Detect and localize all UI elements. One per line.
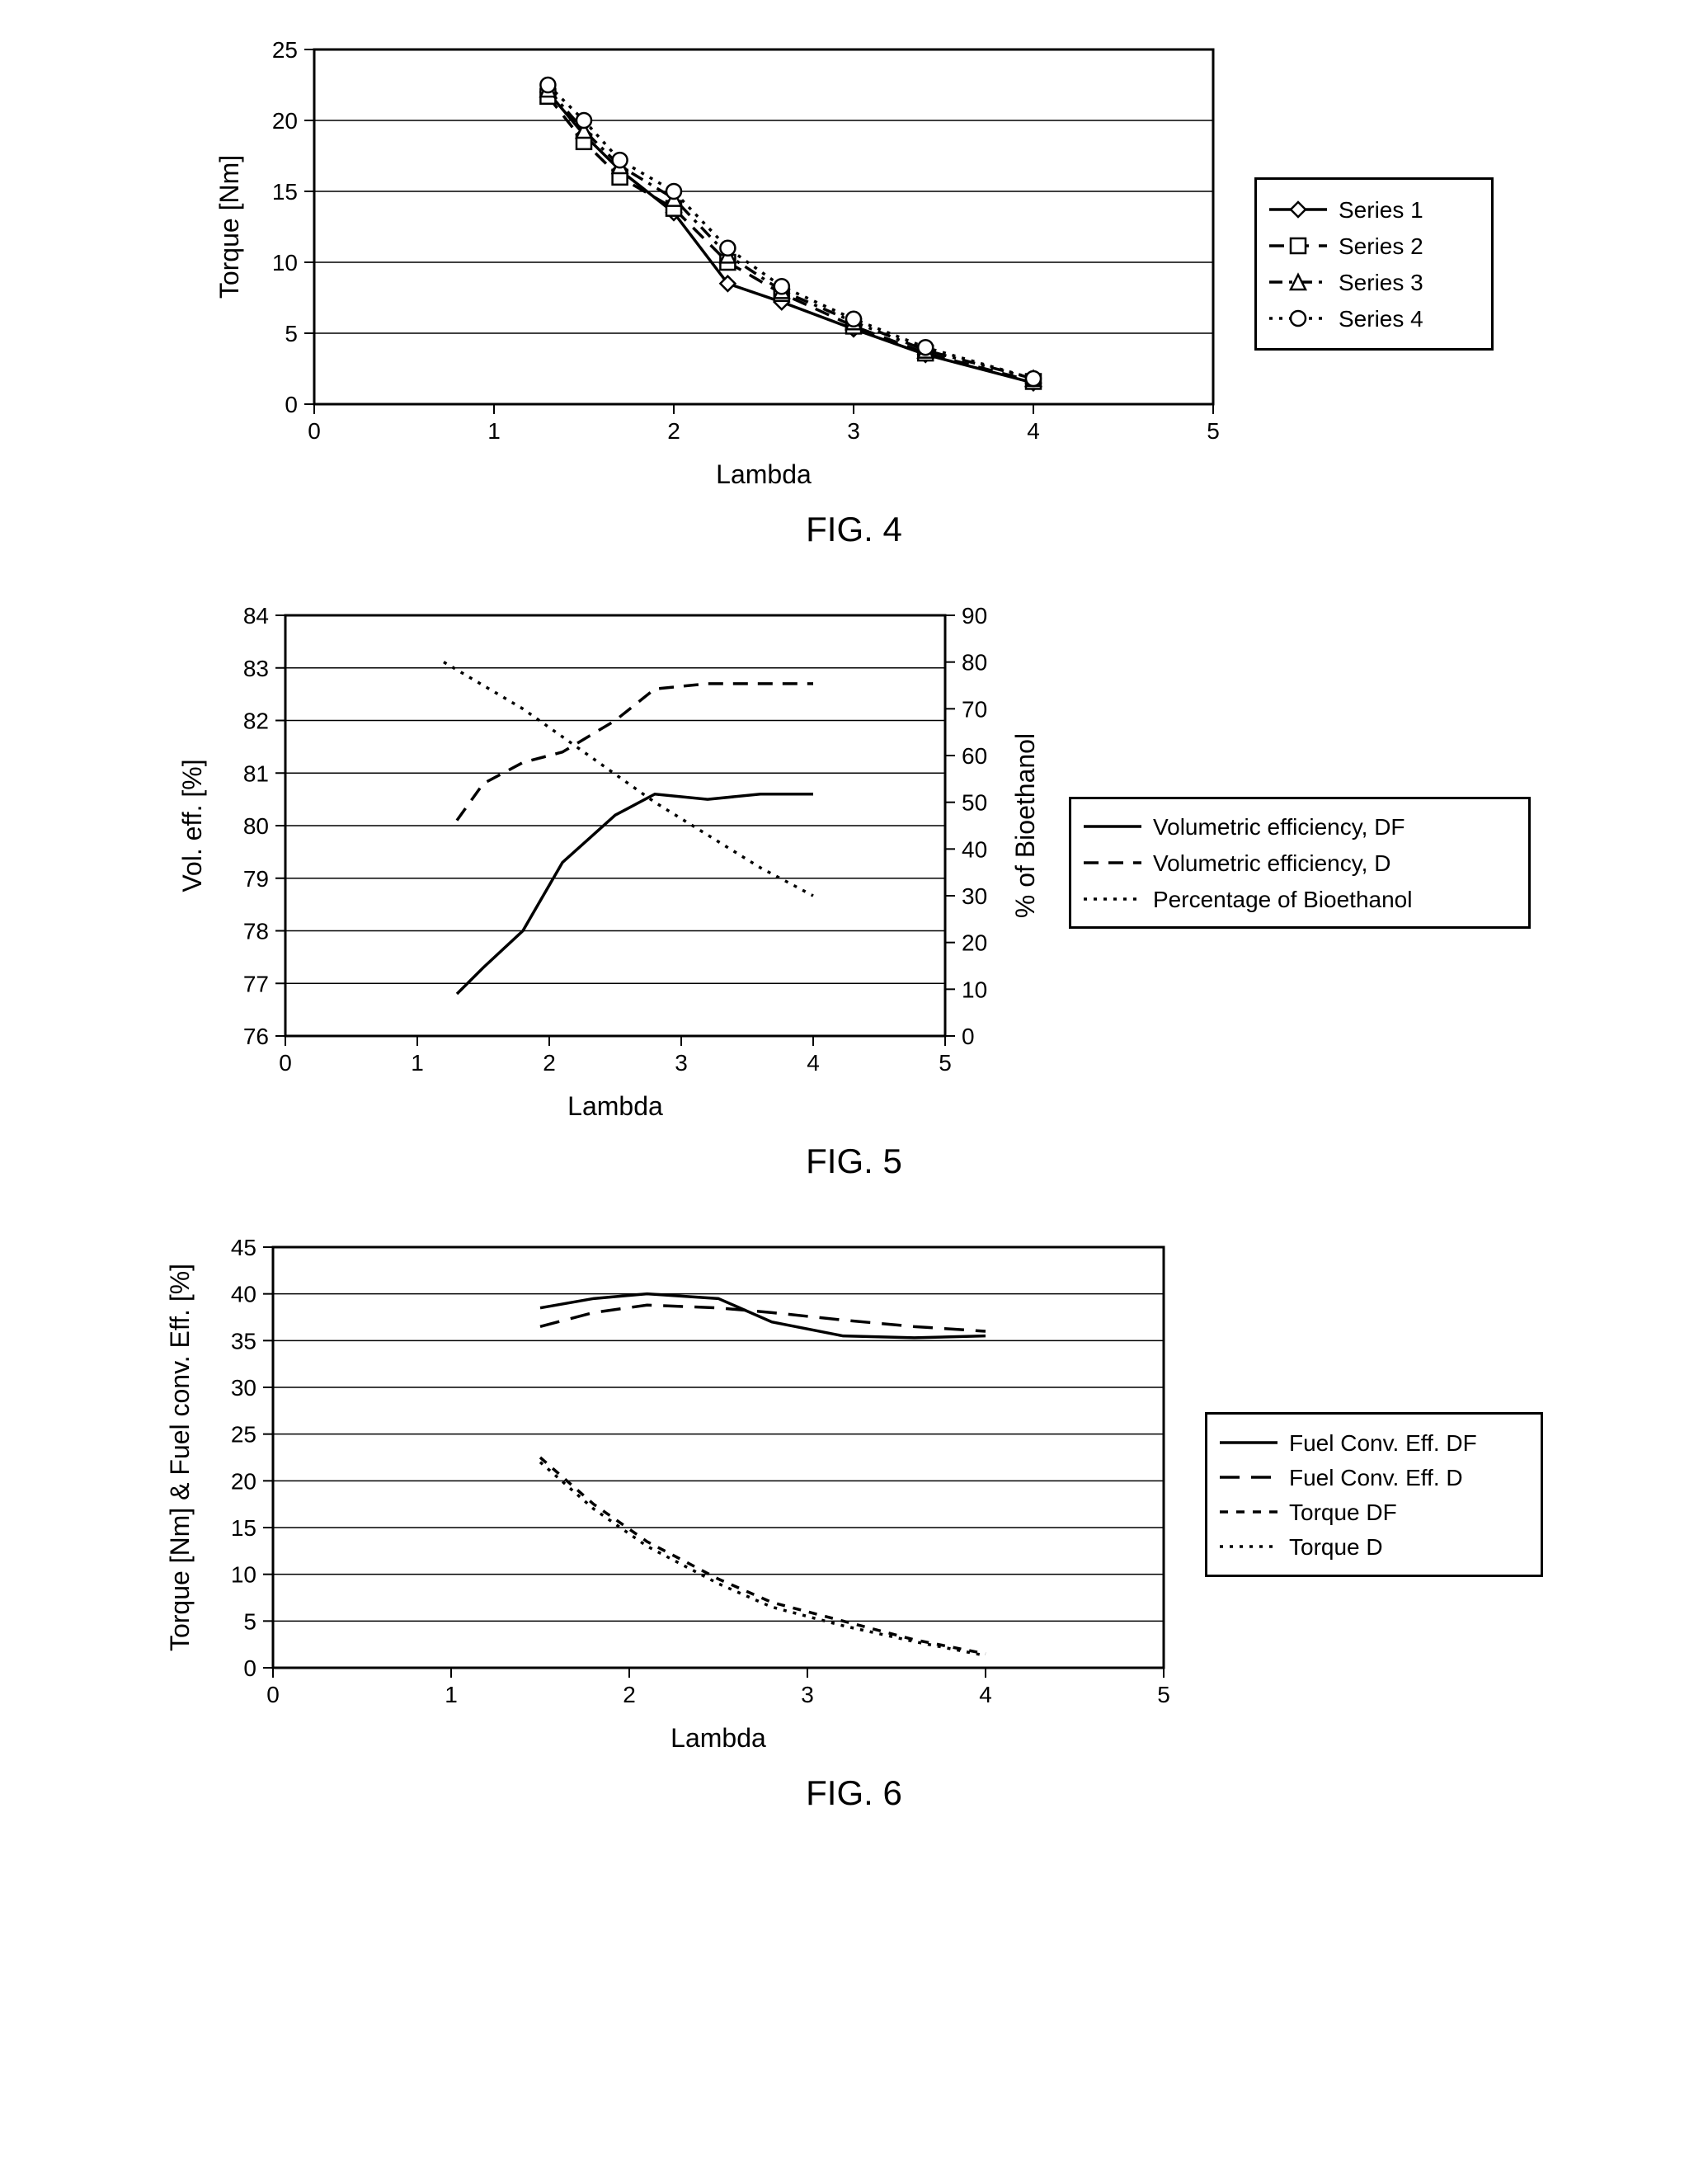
svg-text:30: 30 <box>230 1375 256 1401</box>
svg-text:50: 50 <box>962 790 987 816</box>
svg-text:Lambda: Lambda <box>716 459 812 489</box>
svg-text:25: 25 <box>230 1422 256 1448</box>
svg-text:25: 25 <box>271 37 297 63</box>
svg-text:Lambda: Lambda <box>670 1723 766 1753</box>
svg-text:5: 5 <box>1207 418 1220 444</box>
svg-text:3: 3 <box>847 418 860 444</box>
fig6-caption: FIG. 6 <box>806 1773 902 1813</box>
svg-text:4: 4 <box>1027 418 1040 444</box>
svg-text:45: 45 <box>230 1235 256 1260</box>
svg-text:1: 1 <box>411 1050 424 1076</box>
svg-text:90: 90 <box>962 603 987 629</box>
svg-text:79: 79 <box>242 866 268 892</box>
svg-text:1: 1 <box>487 418 501 444</box>
svg-text:Fuel Conv. Eff. DF: Fuel Conv. Eff. DF <box>1289 1430 1477 1456</box>
fig5-chart: 7677787980818283840123450102030405060708… <box>178 599 1052 1127</box>
svg-text:Percentage of Bioethanol: Percentage of Bioethanol <box>1153 887 1412 912</box>
fig5-legend: Volumetric efficiency, DF Volumetric effi… <box>1069 797 1531 929</box>
svg-text:2: 2 <box>623 1682 636 1707</box>
svg-text:5: 5 <box>285 321 298 346</box>
figure-5: 7677787980818283840123450102030405060708… <box>16 599 1692 1181</box>
svg-text:78: 78 <box>242 919 268 944</box>
svg-text:Volumetric efficiency, DF: Volumetric efficiency, DF <box>1153 814 1405 840</box>
svg-text:2: 2 <box>543 1050 556 1076</box>
svg-text:15: 15 <box>230 1515 256 1541</box>
svg-text:10: 10 <box>271 250 297 275</box>
svg-text:3: 3 <box>675 1050 688 1076</box>
svg-text:15: 15 <box>271 179 297 205</box>
svg-text:3: 3 <box>801 1682 814 1707</box>
svg-text:84: 84 <box>242 603 268 629</box>
svg-text:% of Bioethanol: % of Bioethanol <box>1010 733 1040 918</box>
svg-text:Fuel Conv. Eff. D: Fuel Conv. Eff. D <box>1289 1465 1463 1490</box>
svg-text:20: 20 <box>230 1468 256 1494</box>
svg-text:0: 0 <box>279 1050 292 1076</box>
svg-text:70: 70 <box>962 696 987 722</box>
svg-text:Series 4: Series 4 <box>1339 306 1423 332</box>
svg-text:5: 5 <box>1157 1682 1170 1707</box>
svg-text:Series 1: Series 1 <box>1339 197 1423 223</box>
svg-text:20: 20 <box>271 108 297 134</box>
svg-text:40: 40 <box>962 836 987 862</box>
fig4-caption: FIG. 4 <box>806 510 902 549</box>
svg-text:0: 0 <box>308 418 321 444</box>
svg-text:40: 40 <box>230 1282 256 1307</box>
svg-text:10: 10 <box>230 1562 256 1588</box>
fig4-legend: Series 1 Series 2 Series 3 Series 4 <box>1254 177 1494 351</box>
svg-text:81: 81 <box>242 760 268 786</box>
svg-text:76: 76 <box>242 1024 268 1049</box>
svg-text:Torque [Nm]: Torque [Nm] <box>215 155 244 299</box>
svg-text:0: 0 <box>243 1655 256 1681</box>
svg-text:1: 1 <box>445 1682 458 1707</box>
figure-6-row: 051015202530354045012345LambdaTorque [Nm… <box>166 1231 1543 1759</box>
svg-text:5: 5 <box>939 1050 952 1076</box>
svg-text:Volumetric efficiency, D: Volumetric efficiency, D <box>1153 850 1390 876</box>
svg-text:Torque DF: Torque DF <box>1289 1500 1397 1525</box>
svg-text:0: 0 <box>266 1682 280 1707</box>
svg-text:20: 20 <box>962 930 987 956</box>
svg-text:80: 80 <box>962 650 987 676</box>
svg-text:Vol. eff. [%]: Vol. eff. [%] <box>178 759 207 892</box>
fig6-legend: Fuel Conv. Eff. DF Fuel Conv. Eff. D Torqu… <box>1205 1412 1543 1577</box>
fig6-chart: 051015202530354045012345LambdaTorque [Nm… <box>166 1231 1188 1759</box>
svg-text:82: 82 <box>242 709 268 734</box>
svg-text:5: 5 <box>243 1608 256 1634</box>
svg-text:Torque D: Torque D <box>1289 1534 1383 1560</box>
svg-text:30: 30 <box>962 883 987 909</box>
svg-text:Series 2: Series 2 <box>1339 233 1423 259</box>
svg-text:60: 60 <box>962 743 987 769</box>
svg-text:2: 2 <box>667 418 680 444</box>
svg-text:4: 4 <box>979 1682 992 1707</box>
svg-text:4: 4 <box>807 1050 820 1076</box>
svg-text:0: 0 <box>285 392 298 417</box>
figure-5-row: 7677787980818283840123450102030405060708… <box>178 599 1531 1127</box>
svg-text:77: 77 <box>242 971 268 996</box>
svg-text:0: 0 <box>962 1024 975 1049</box>
svg-text:35: 35 <box>230 1328 256 1354</box>
svg-text:10: 10 <box>962 977 987 1002</box>
svg-text:83: 83 <box>242 656 268 681</box>
figure-6: 051015202530354045012345LambdaTorque [Nm… <box>16 1231 1692 1813</box>
figure-4-row: 0 5 10 15 20 25 0 1 2 3 4 5 Lambda Torque [Nm] Series… <box>215 33 1494 495</box>
figure-4: 0 5 10 15 20 25 0 1 2 3 4 5 Lambda Torque [Nm] Series… <box>16 33 1692 549</box>
svg-text:Lambda: Lambda <box>567 1091 663 1121</box>
fig4-chart: 0 5 10 15 20 25 0 1 2 3 4 5 Lambda Torque [Nm] <box>215 33 1238 495</box>
svg-text:Series 3: Series 3 <box>1339 270 1423 295</box>
svg-text:Torque [Nm] & Fuel conv. Eff.: Torque [Nm] & Fuel conv. Eff. [%] <box>166 1264 195 1651</box>
fig5-caption: FIG. 5 <box>806 1142 902 1181</box>
svg-text:80: 80 <box>242 813 268 839</box>
